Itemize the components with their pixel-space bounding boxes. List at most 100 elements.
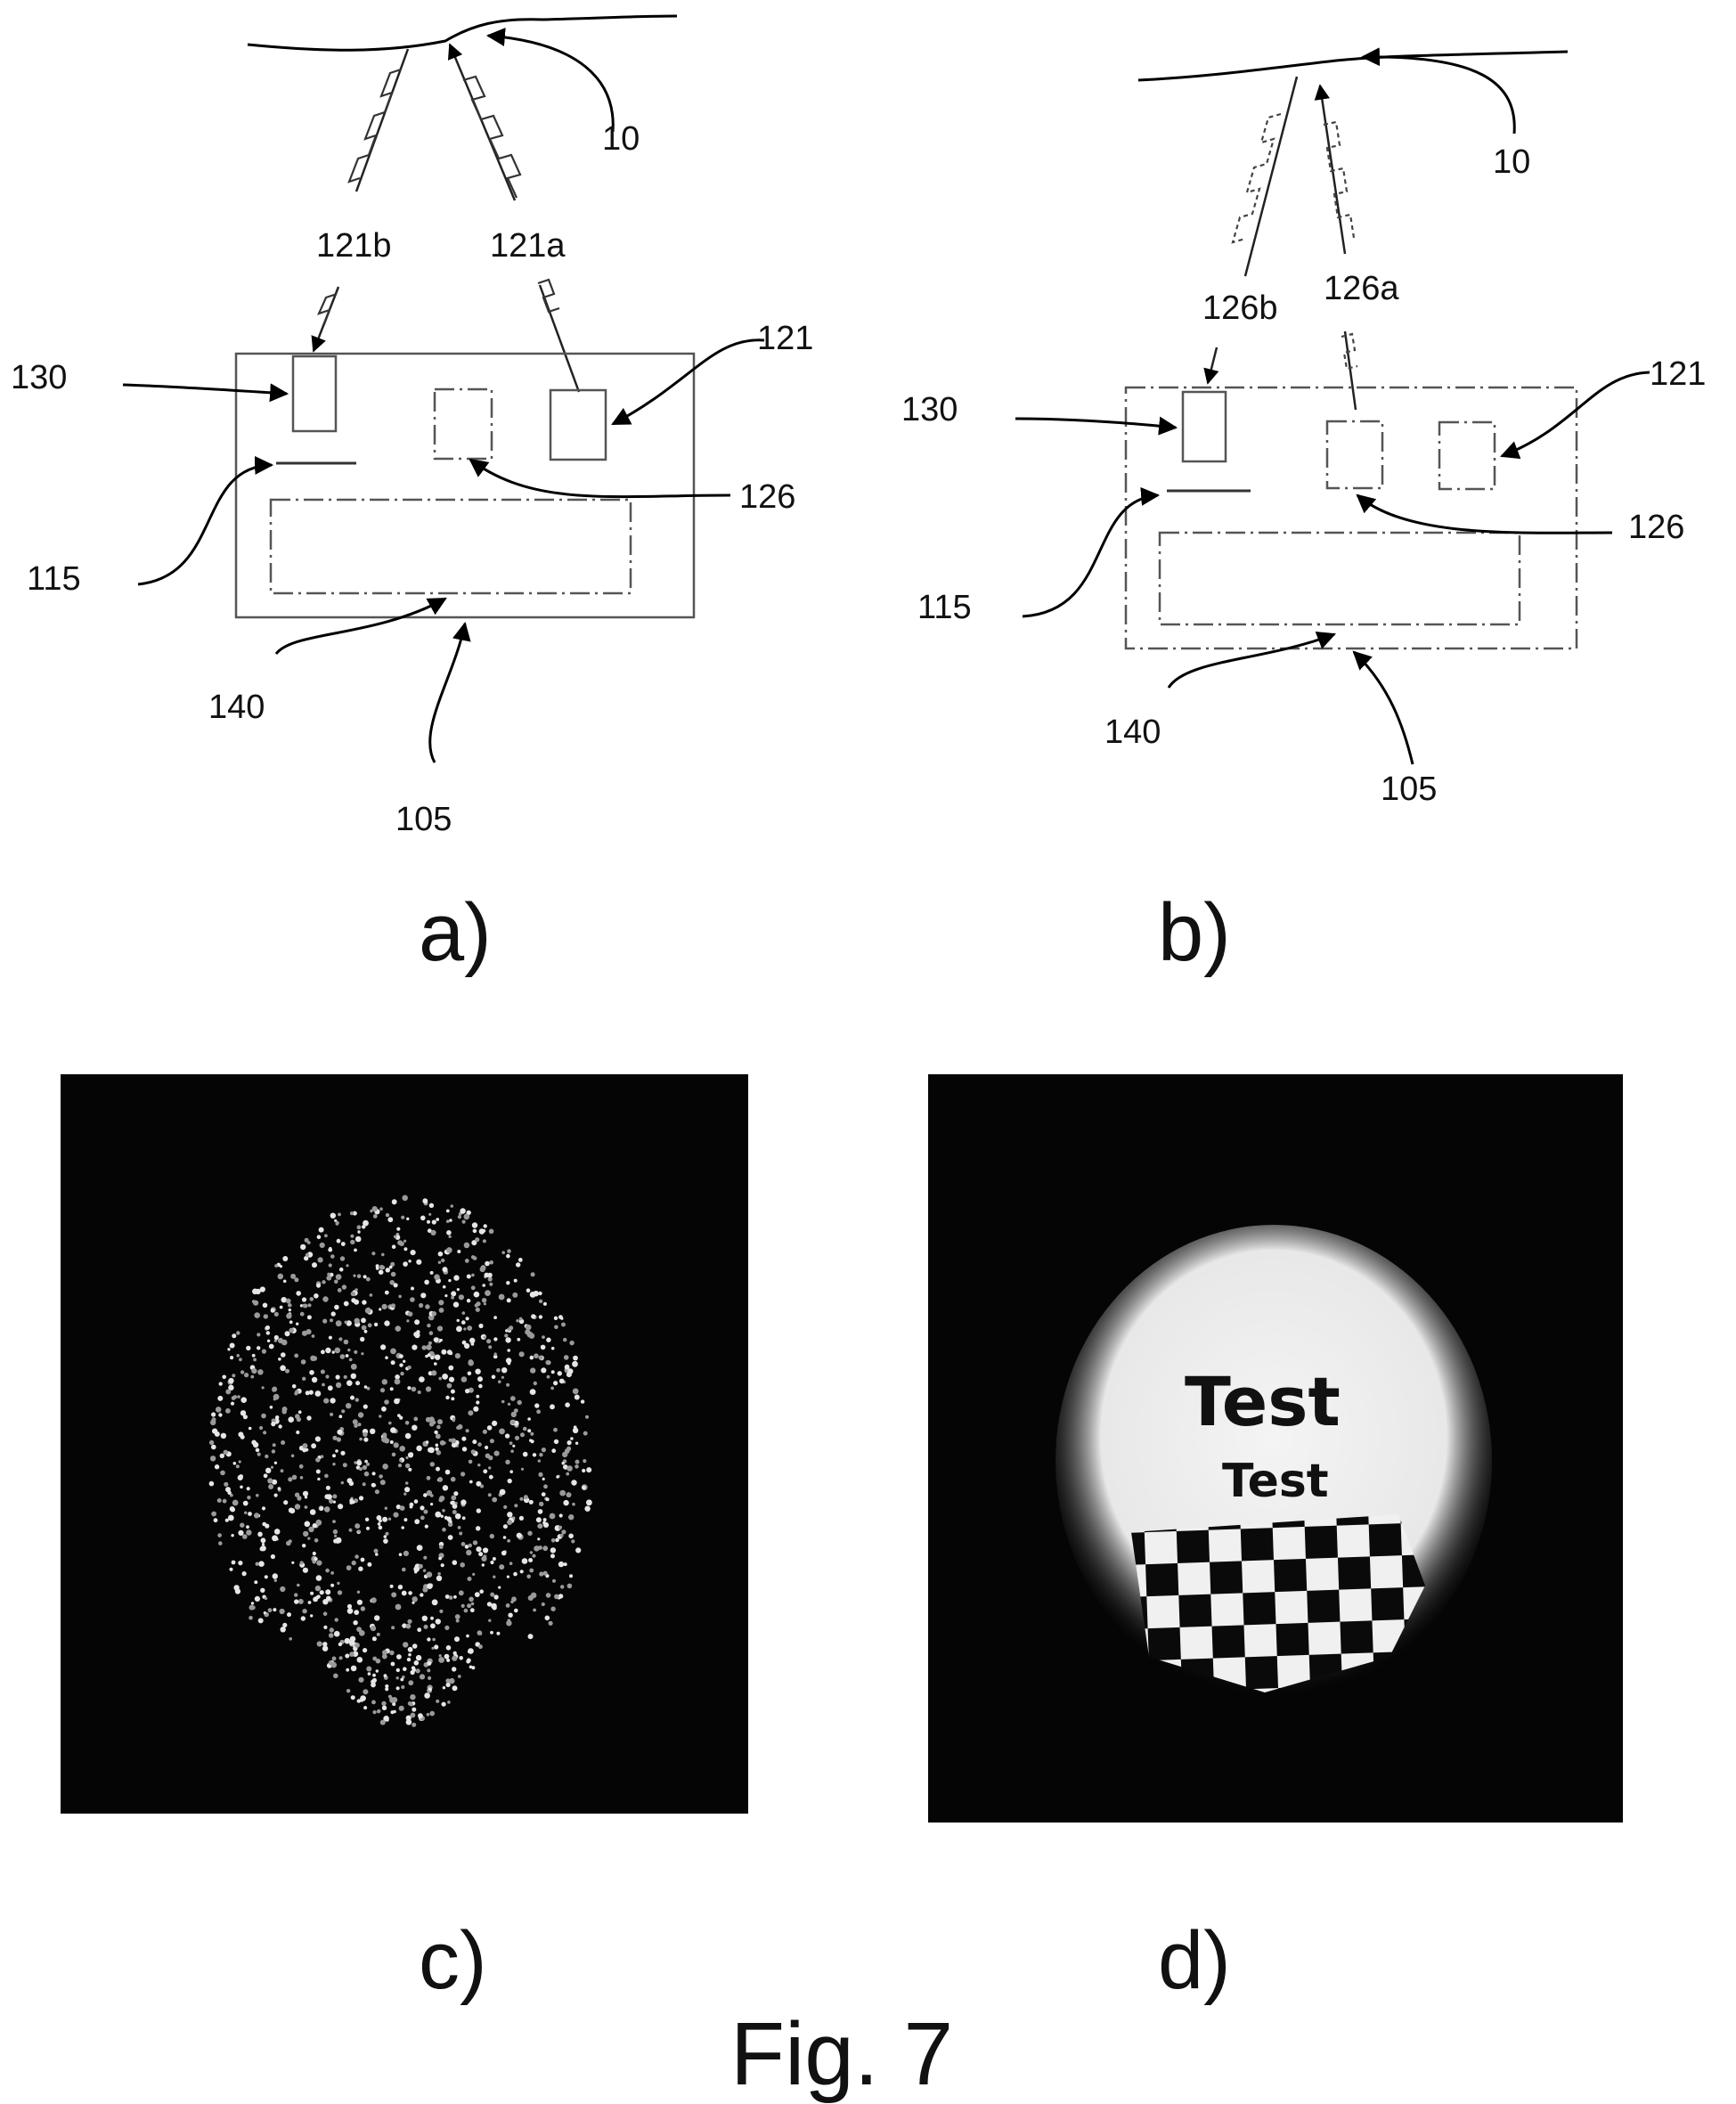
speckle-dot <box>346 1565 352 1570</box>
speckle-dot <box>274 1462 277 1464</box>
speckle-dot <box>336 1320 342 1326</box>
speckle-dot <box>330 1213 336 1219</box>
speckle-dot <box>271 1422 275 1426</box>
speckle-dot <box>478 1552 483 1556</box>
speckle-dot <box>493 1557 496 1561</box>
speckle-dot <box>530 1292 536 1298</box>
speckle-dot <box>271 1554 275 1559</box>
speckle-dot <box>358 1567 363 1571</box>
speckle-dot <box>448 1279 451 1282</box>
speckle-dot <box>318 1257 323 1262</box>
speckle-dot <box>455 1353 460 1358</box>
speckle-dot <box>430 1271 434 1275</box>
speckle-dot <box>268 1608 273 1612</box>
speckle-dot <box>553 1381 558 1385</box>
speckle-dot <box>542 1335 545 1339</box>
speckle-dot <box>428 1676 431 1680</box>
speckle-dot <box>216 1407 222 1413</box>
speckle-dot <box>232 1561 236 1565</box>
speckle-dot <box>439 1545 444 1549</box>
speckle-dot <box>550 1513 556 1520</box>
speckle-dot <box>484 1302 486 1305</box>
speckle-dot <box>372 1472 376 1475</box>
speckle-dot <box>519 1497 523 1501</box>
speckle-dot <box>338 1288 342 1293</box>
speckle-dot <box>317 1235 322 1239</box>
speckle-dot <box>504 1333 508 1337</box>
speckle-dot <box>233 1395 237 1399</box>
speckle-dot <box>565 1365 570 1370</box>
speckle-dot <box>300 1244 306 1250</box>
speckle-dot <box>325 1374 329 1378</box>
speckle-dot <box>442 1528 446 1532</box>
speckle-dot <box>363 1482 366 1486</box>
speckle-dot <box>441 1350 446 1355</box>
speckle-dot <box>479 1589 484 1594</box>
speckle-dot <box>501 1251 505 1254</box>
speckle-dot <box>424 1280 429 1285</box>
speckle-dot <box>354 1610 359 1615</box>
speckle-dot <box>420 1593 423 1596</box>
speckle-dot <box>550 1404 555 1409</box>
speckle-dot <box>427 1713 430 1717</box>
speckle-dot <box>475 1369 480 1374</box>
speckle-dot <box>330 1584 334 1587</box>
speckle-dot <box>482 1229 485 1233</box>
speckle-dot <box>340 1354 346 1359</box>
speckle-dot <box>468 1544 472 1548</box>
speckle-dot <box>417 1545 423 1551</box>
speckle-dot <box>379 1526 383 1530</box>
speckle-dot <box>366 1277 371 1282</box>
speckle-dot <box>458 1215 461 1219</box>
speckle-dot <box>405 1481 409 1485</box>
speckle-dot <box>574 1425 577 1429</box>
speckle-dot <box>571 1480 576 1485</box>
speckle-dot <box>272 1449 275 1453</box>
speckle-dot <box>443 1686 445 1689</box>
speckle-dot <box>269 1344 274 1350</box>
speckle-dot <box>338 1337 342 1341</box>
speckle-dot <box>471 1274 475 1277</box>
speckle-dot <box>281 1297 287 1302</box>
speckle-dot <box>420 1505 424 1510</box>
speckle-dot <box>486 1339 491 1343</box>
speckle-dot <box>380 1480 386 1485</box>
speckle-dot <box>518 1400 522 1405</box>
speckle-dot <box>300 1312 305 1317</box>
speckle-dot <box>511 1412 517 1417</box>
speckle-dot <box>223 1499 227 1504</box>
speckle-dot <box>225 1519 229 1522</box>
speckle-dot <box>278 1274 284 1280</box>
speckle-dot <box>507 1539 510 1543</box>
speckle-dot <box>344 1340 349 1345</box>
speckle-dot <box>490 1631 493 1635</box>
speckle-dot <box>447 1350 452 1355</box>
speckle-dot <box>295 1493 299 1497</box>
speckle-dot <box>246 1529 251 1535</box>
speckle-dot <box>484 1224 487 1227</box>
speckle-dot <box>345 1654 349 1659</box>
speckle-dot <box>289 1539 292 1543</box>
speckle-dot <box>468 1360 474 1366</box>
speckle-dot <box>336 1274 342 1280</box>
speckle-dot <box>346 1668 349 1672</box>
speckle-dot <box>389 1266 393 1269</box>
speckle-dot <box>320 1590 324 1594</box>
speckle-dot <box>554 1594 559 1600</box>
speckle-dot <box>482 1563 485 1566</box>
speckle-dot <box>471 1666 475 1669</box>
speckle-dot <box>402 1568 406 1572</box>
speckle-dot <box>529 1500 534 1505</box>
speckle-dot <box>383 1538 388 1544</box>
speckle-dot <box>339 1268 344 1272</box>
speckle-dot <box>523 1427 527 1431</box>
speckle-dot <box>427 1661 431 1666</box>
speckle-dot <box>564 1355 569 1360</box>
speckle-dot <box>493 1605 497 1610</box>
speckle-dot <box>412 1387 417 1392</box>
speckle-dot <box>429 1711 435 1717</box>
speckle-dot <box>359 1438 363 1441</box>
speckle-dot <box>554 1439 558 1444</box>
speckle-dot <box>257 1333 260 1336</box>
speckle-dot <box>428 1687 432 1691</box>
